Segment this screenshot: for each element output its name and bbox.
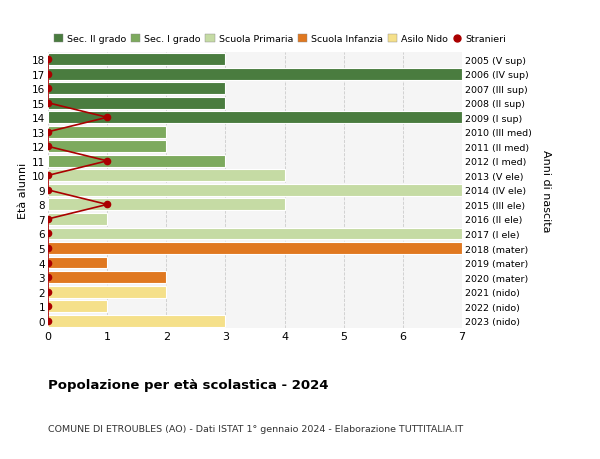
Bar xyxy=(48,301,107,313)
Y-axis label: Età alunni: Età alunni xyxy=(18,162,28,218)
Bar xyxy=(48,170,284,182)
Bar xyxy=(48,98,226,109)
Legend: Sec. II grado, Sec. I grado, Scuola Primaria, Scuola Infanzia, Asilo Nido, Stran: Sec. II grado, Sec. I grado, Scuola Prim… xyxy=(53,34,508,45)
Y-axis label: Anni di nascita: Anni di nascita xyxy=(541,149,551,232)
Bar xyxy=(48,272,166,283)
Bar xyxy=(48,213,107,225)
Text: COMUNE DI ETROUBLES (AO) - Dati ISTAT 1° gennaio 2024 - Elaborazione TUTTITALIA.: COMUNE DI ETROUBLES (AO) - Dati ISTAT 1°… xyxy=(48,425,463,434)
Bar xyxy=(48,228,462,240)
Bar xyxy=(48,286,166,298)
Text: Popolazione per età scolastica - 2024: Popolazione per età scolastica - 2024 xyxy=(48,379,329,392)
Bar xyxy=(48,315,226,327)
Bar xyxy=(48,54,226,66)
Bar xyxy=(48,83,226,95)
Bar xyxy=(48,141,166,153)
Bar xyxy=(48,185,462,196)
Bar xyxy=(48,199,284,211)
Bar xyxy=(48,127,166,139)
Bar xyxy=(48,156,226,168)
Bar xyxy=(48,242,462,254)
Bar xyxy=(48,112,462,124)
Bar xyxy=(48,257,107,269)
Bar xyxy=(48,68,462,80)
